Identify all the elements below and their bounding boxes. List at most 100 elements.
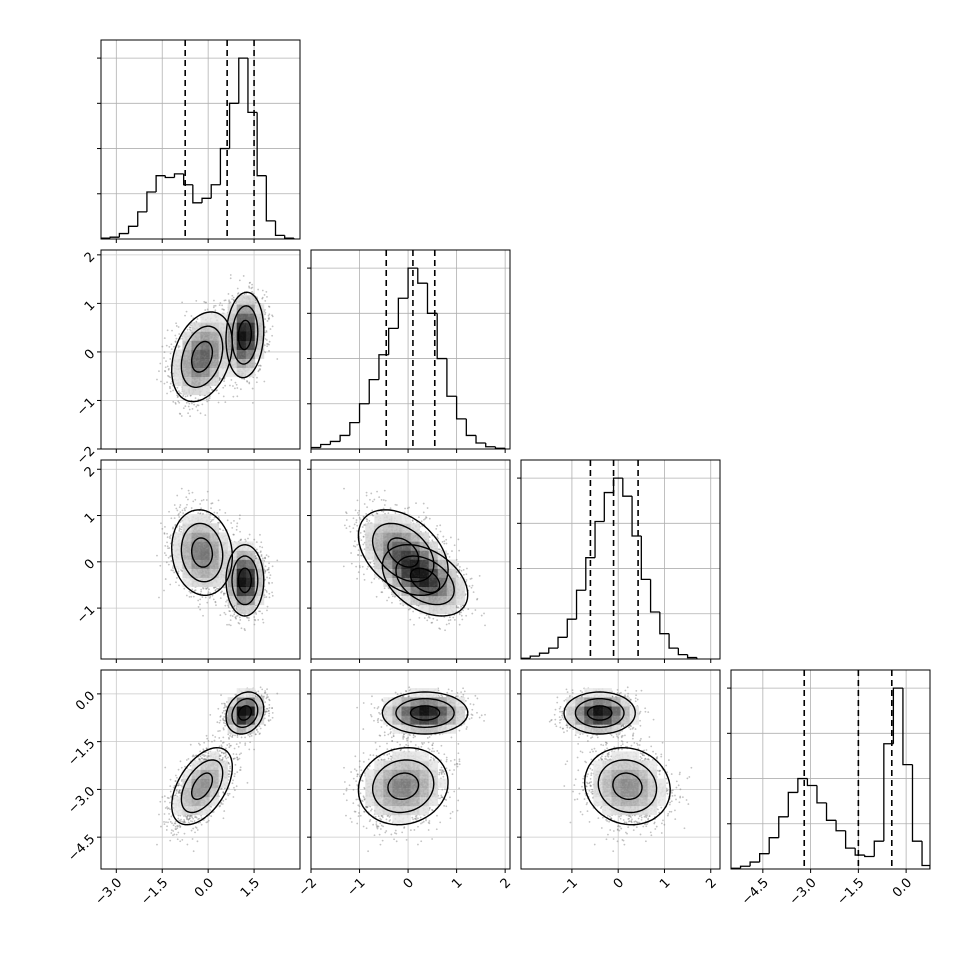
sample-point: [178, 333, 181, 335]
sample-point: [188, 590, 191, 593]
sample-point: [218, 304, 221, 307]
sample-point: [179, 413, 182, 415]
sample-point: [229, 274, 232, 276]
sample-point: [204, 301, 207, 304]
sample-point: [202, 587, 205, 590]
sample-point: [253, 618, 256, 621]
density-cell: [254, 304, 265, 314]
hist-bin: [494, 446, 506, 449]
sample-point: [251, 290, 254, 293]
sample-point: [197, 398, 200, 401]
density-cell: [191, 349, 201, 359]
sample-point: [264, 331, 267, 334]
hist-bin: [146, 191, 157, 212]
sample-point: [188, 326, 191, 329]
sample-point: [180, 392, 182, 395]
sample-point: [229, 384, 231, 387]
sample-point: [158, 596, 160, 599]
sample-point: [205, 398, 208, 401]
sample-point: [172, 389, 174, 392]
hist-bin: [407, 267, 418, 299]
sample-point: [230, 522, 233, 524]
sample-point: [218, 376, 221, 379]
sample-point: [232, 296, 235, 299]
panel-0-0: [97, 39, 301, 243]
sample-point: [222, 592, 225, 595]
sample-point: [166, 329, 169, 332]
sample-point: [169, 382, 172, 385]
sample-point: [164, 525, 166, 528]
sample-point: [168, 345, 171, 348]
sample-point: [191, 402, 193, 405]
density-cell: [182, 349, 192, 359]
density-cell: [218, 358, 229, 368]
density-cell: [236, 367, 247, 378]
sample-point: [268, 317, 271, 320]
sample-point: [167, 556, 170, 559]
sample-point: [227, 606, 230, 608]
sample-point: [194, 589, 197, 592]
contour-line: [237, 319, 253, 351]
sample-point: [221, 590, 223, 593]
hist-bin: [349, 421, 360, 436]
sample-point: [254, 299, 257, 302]
sample-point: [223, 299, 226, 302]
sample-point: [166, 381, 168, 384]
sample-point: [251, 401, 254, 404]
sample-point: [161, 345, 164, 348]
sample-point: [196, 318, 199, 320]
sample-point: [202, 498, 205, 501]
sample-point: [183, 507, 186, 510]
sample-point: [264, 571, 266, 573]
sample-point: [206, 308, 209, 311]
density-cell: [227, 304, 238, 314]
density-cell: [245, 358, 256, 368]
sample-point: [177, 395, 179, 398]
sample-point: [177, 345, 180, 347]
sample-point: [171, 329, 173, 332]
sample-point: [256, 376, 258, 379]
sample-point: [228, 300, 231, 303]
sample-point: [266, 343, 268, 345]
sample-point: [176, 386, 179, 389]
sample-point: [232, 385, 234, 387]
sample-point: [182, 395, 185, 397]
sample-point: [257, 364, 260, 367]
density-cell: [254, 331, 265, 341]
sample-point: [267, 318, 270, 321]
sample-point: [218, 527, 221, 530]
sample-point: [176, 494, 179, 497]
sample-point: [235, 615, 238, 618]
sample-point: [268, 306, 271, 308]
density-cell: [245, 313, 256, 323]
contour-line: [231, 305, 259, 365]
sample-point: [186, 503, 188, 506]
sample-point: [265, 331, 268, 333]
sample-point: [264, 300, 267, 302]
sample-point: [236, 614, 239, 617]
sample-point: [248, 286, 251, 289]
density-cell: [227, 349, 238, 359]
panels: [97, 39, 931, 873]
sample-point: [240, 627, 243, 630]
hist-bin: [238, 57, 248, 104]
sample-point: [263, 557, 266, 559]
sample-point: [243, 293, 246, 296]
hist-bin: [265, 175, 276, 222]
sample-point: [245, 292, 248, 295]
contour-line: [170, 311, 234, 403]
sample-point: [271, 314, 273, 317]
sample-point: [236, 395, 239, 398]
sample-point: [263, 344, 266, 347]
hist-bin: [311, 446, 321, 449]
hist-bin: [320, 443, 331, 448]
sample-point: [213, 299, 215, 302]
sample-point: [271, 334, 274, 337]
sample-point: [164, 370, 167, 373]
hist-bin: [274, 220, 285, 237]
density-cell: [236, 349, 247, 359]
sample-point: [224, 384, 227, 387]
panel-frame: [310, 249, 511, 450]
density-cell: [200, 340, 210, 350]
